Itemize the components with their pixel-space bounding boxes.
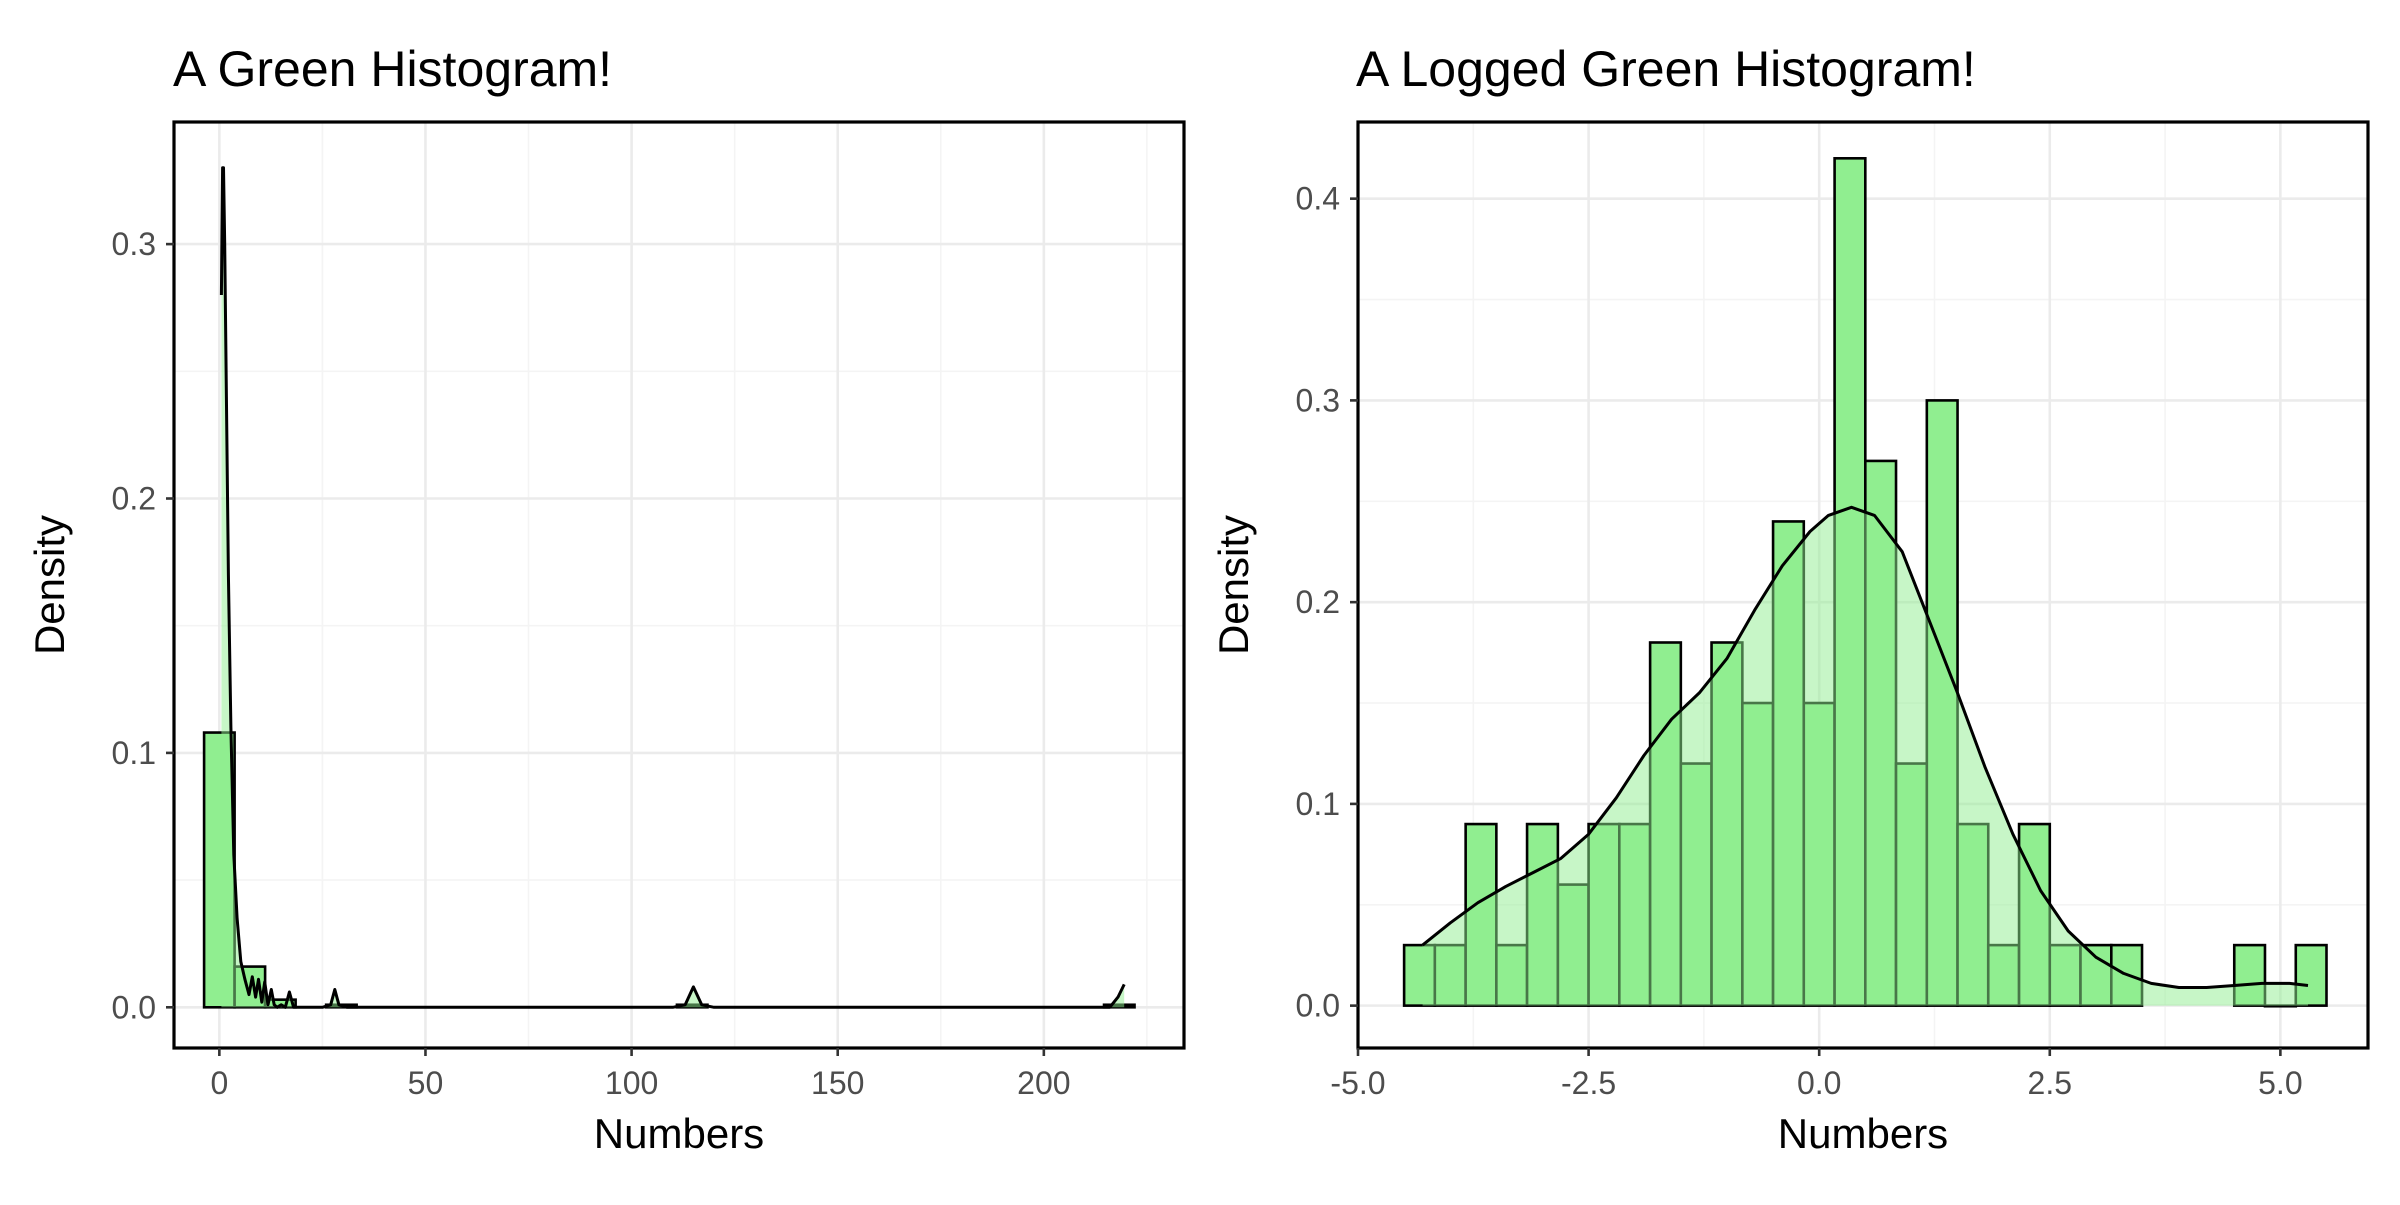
x-tick-label: -2.5 [1561,1065,1616,1101]
y-tick-label: 0.0 [1296,988,1340,1024]
y-tick-label: 0.1 [112,735,156,771]
x-tick-label: 5.0 [2258,1065,2302,1101]
y-tick-label: 0.2 [112,481,156,517]
green-histogram-panel: A Green Histogram! 0 50 100 150 200 0.00.10.… [26,41,1186,1157]
y-tick-label: 0.3 [1296,382,1340,418]
density-line [219,166,1126,1009]
density-line [1421,505,2309,989]
histogram-bar [2263,1004,2298,1008]
chart-title: A Green Histogram! [173,41,612,97]
y-tick-label: 0.3 [112,226,156,262]
y-tick-label: 0.4 [1296,181,1340,217]
x-tick-label: 2.5 [2028,1065,2072,1101]
x-tick-label: 100 [605,1065,658,1101]
y-axis-ticks: 0.0 0.1 0.2 0.3 [112,226,174,1025]
y-axis-ticks: 0.0 0.1 0.2 0.3 0.4 [1296,181,1358,1024]
y-axis-label: Density [26,515,73,655]
x-tick-label: 50 [408,1065,444,1101]
chart-title: A Logged Green Histogram! [1356,41,1976,97]
y-axis-label: Density [1210,515,1257,655]
x-axis-ticks: 0 50 100 150 200 [210,1048,1071,1101]
x-tick-label: 150 [811,1065,864,1101]
x-tick-label: 0.0 [1797,1065,1841,1101]
logged-green-histogram-panel: A Logged Green Histogram! -5.0 -2.5 0.0 2.5… [1210,41,2370,1157]
y-tick-label: 0.2 [1296,584,1340,620]
x-axis-ticks: -5.0 -2.5 0.0 2.5 5.0 [1330,1048,2303,1101]
x-tick-label: 0 [210,1065,228,1101]
y-tick-label: 0.0 [112,989,156,1025]
x-axis-label: Numbers [594,1110,764,1157]
x-tick-label: 200 [1017,1065,1070,1101]
y-tick-label: 0.1 [1296,786,1340,822]
density-area [1422,507,2308,1006]
density-curve [219,166,1126,1009]
x-tick-label: -5.0 [1330,1065,1385,1101]
x-axis-label: Numbers [1778,1110,1948,1157]
panel-border [1356,120,2370,1050]
panel-border [172,120,1186,1050]
density-curve [1421,505,2309,1006]
